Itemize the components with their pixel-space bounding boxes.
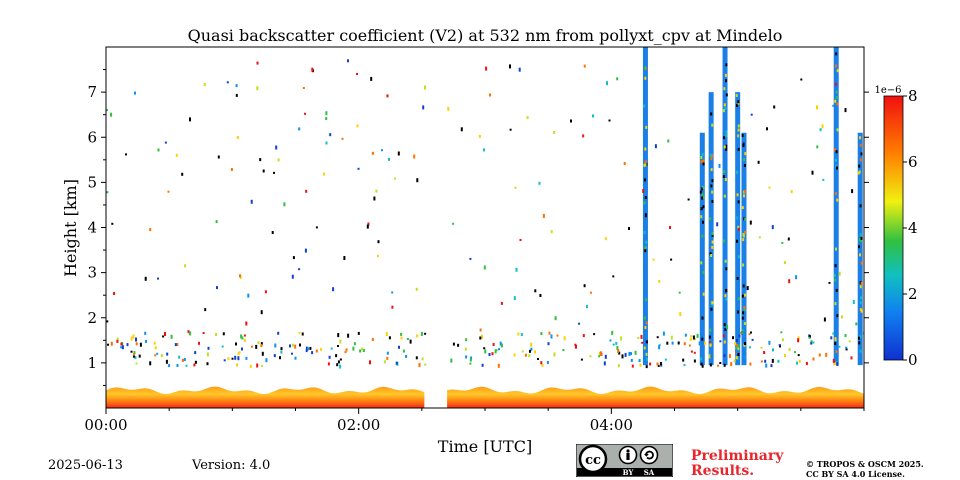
colorbar-exponent: 1e−6 xyxy=(874,85,901,96)
cloud-column-2 xyxy=(699,132,705,368)
svg-text:BY: BY xyxy=(623,468,635,477)
cloud-column-8 xyxy=(857,132,863,366)
cloud-column-5 xyxy=(735,92,741,366)
cloud-column-1 xyxy=(642,47,648,369)
svg-text:SA: SA xyxy=(644,468,655,477)
aerosol-speckles xyxy=(106,59,864,369)
date-label: 2025-06-13 xyxy=(48,458,123,473)
copyright-notice: © TROPOS & OSCM 2025. CC BY SA 4.0 Licen… xyxy=(806,459,924,479)
cc-license-badge: cc BY SA xyxy=(576,444,673,477)
y-tick-label: 2 xyxy=(87,309,97,327)
colorbar-tick-label: 6 xyxy=(908,153,918,171)
cloud-column-6 xyxy=(741,132,747,366)
cloud-column-7 xyxy=(833,47,839,366)
colorbar-tick-label: 2 xyxy=(908,285,918,303)
cc-logo-icon xyxy=(578,444,608,474)
version-label: Version: 4.0 xyxy=(192,458,271,473)
y-tick-label: 5 xyxy=(87,173,97,191)
copyright-line-1: © TROPOS & OSCM 2025. xyxy=(806,459,924,469)
surface-layer-segment-1 xyxy=(106,386,425,408)
colorbar-tick-label: 8 xyxy=(908,87,918,105)
surface-layer-segment-2 xyxy=(447,386,864,408)
preliminary-line-1: Preliminary xyxy=(691,448,784,464)
chart-title: Quasi backscatter coefficient (V2) at 53… xyxy=(188,26,783,45)
plot-frame xyxy=(105,46,865,409)
x-axis: 00:00 02:00 04:00 xyxy=(84,408,865,434)
x-tick-label: 00:00 xyxy=(84,416,127,434)
preliminary-notice: Preliminary Results. xyxy=(691,449,783,479)
colorbar-tick-label: 4 xyxy=(908,219,918,237)
x-axis-label: Time [UTC] xyxy=(438,437,532,456)
sa-sharealike-icon xyxy=(639,445,659,465)
y-axis: 1 2 3 4 5 6 7 xyxy=(87,69,869,386)
copyright-line-2: CC BY SA 4.0 License. xyxy=(806,469,905,479)
y-tick-label: 3 xyxy=(87,264,97,282)
y-tick-label: 4 xyxy=(87,219,97,237)
svg-text:cc: cc xyxy=(585,453,601,468)
preliminary-line-2: Results. xyxy=(691,463,755,479)
plot-area xyxy=(106,47,864,408)
y-tick-label: 1 xyxy=(87,354,97,372)
colorbar xyxy=(883,95,904,361)
y-axis-label: Height [km] xyxy=(61,179,80,277)
x-tick-label: 02:00 xyxy=(337,416,380,434)
colorbar-tick-label: 0 xyxy=(908,351,918,369)
y-tick-label: 6 xyxy=(87,128,97,146)
colorbar-ticks: 0 2 4 6 8 xyxy=(903,87,918,369)
cloud-column-4 xyxy=(722,47,728,366)
cloud-column-3 xyxy=(708,92,714,367)
y-tick-label: 7 xyxy=(87,83,97,101)
x-tick-label: 04:00 xyxy=(590,416,633,434)
